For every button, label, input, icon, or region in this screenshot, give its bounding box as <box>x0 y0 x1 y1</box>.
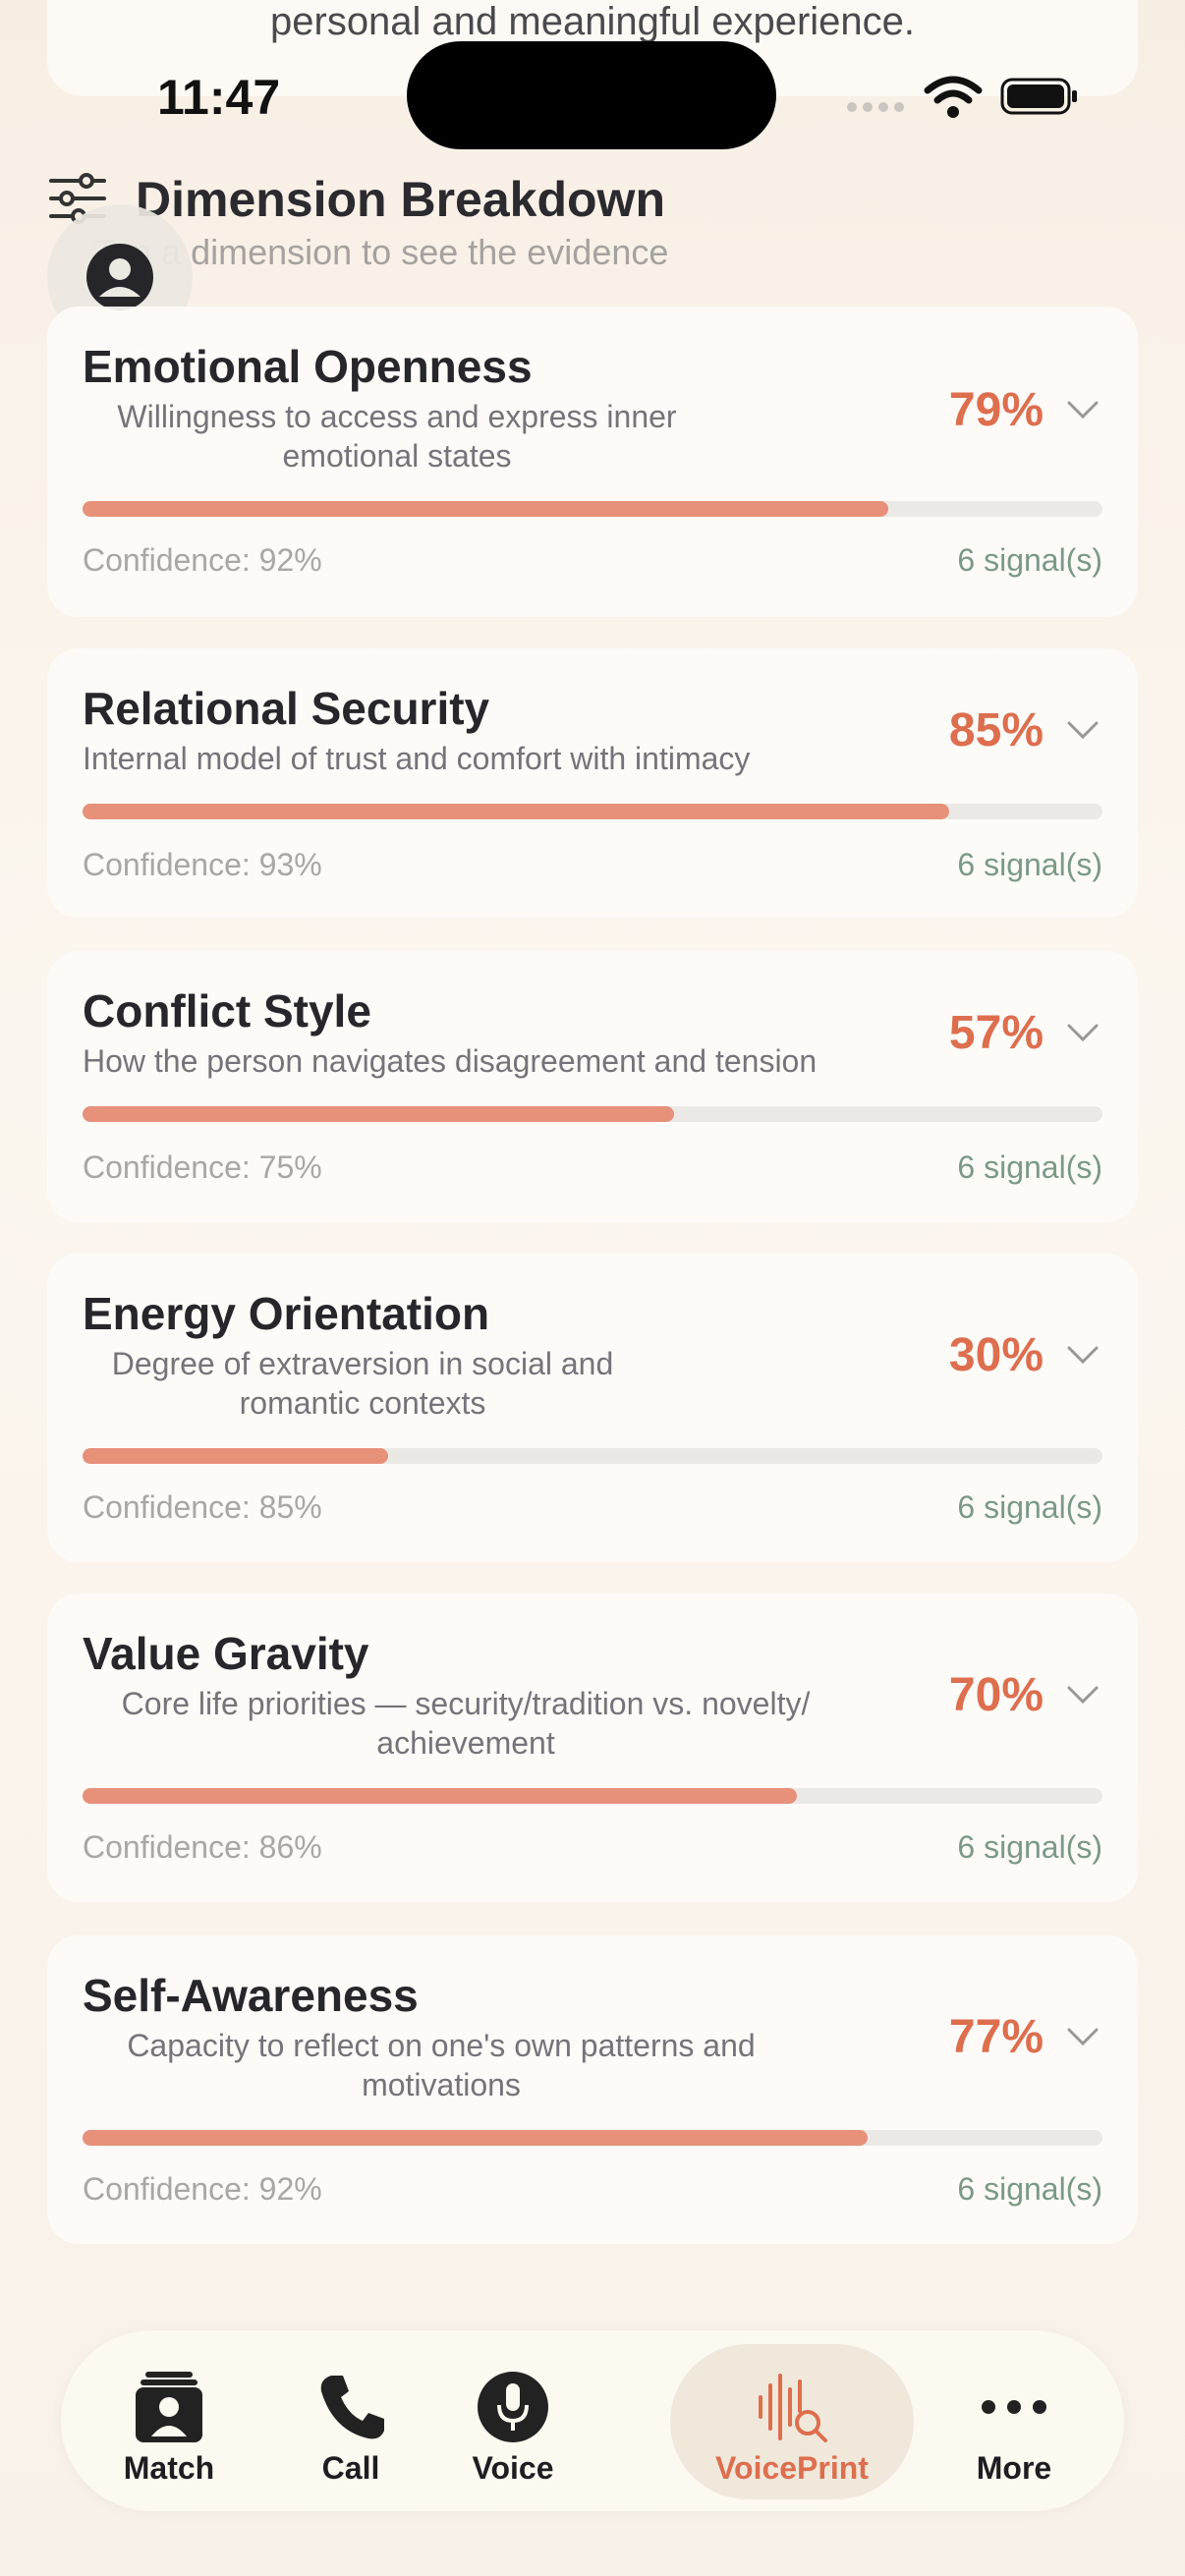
score-bar <box>83 1448 1102 1464</box>
signal-count[interactable]: 6 signal(s) <box>957 847 1102 882</box>
dimension-percent: 77% <box>948 2011 1044 2063</box>
tab-voiceprint[interactable]: VoicePrint <box>670 2330 914 2511</box>
section-header: Dimension Breakdown <box>49 167 1130 236</box>
user-avatar-icon <box>86 244 153 310</box>
score-bar-fill <box>83 1788 797 1804</box>
voiceprint-search-icon <box>759 2374 827 2442</box>
dimension-card-emotional-openness[interactable]: Emotional Openness Willingness to access… <box>47 307 1138 617</box>
dimension-title: Value Gravity <box>83 1628 369 1679</box>
score-bar <box>83 804 1102 819</box>
dimension-title: Self-Awareness <box>83 1970 419 2021</box>
score-bar-fill <box>83 2130 869 2146</box>
dimension-description: Internal model of trust and comfort with… <box>83 741 751 776</box>
dimension-title: Energy Orientation <box>83 1288 490 1339</box>
bottom-tab-bar: Match Call Voice VoicePrint <box>61 2330 1124 2511</box>
tab-label: Call <box>321 2450 380 2486</box>
status-bar: 11:47 <box>0 0 1185 196</box>
signal-count[interactable]: 6 signal(s) <box>957 542 1102 578</box>
dimension-description: Core life priorities — security/traditio… <box>121 1686 811 1761</box>
chevron-down-icon[interactable] <box>1065 1684 1100 1706</box>
score-bar-fill <box>83 1448 389 1464</box>
dimension-title: Conflict Style <box>83 985 371 1036</box>
score-bar <box>83 1788 1102 1804</box>
score-bar-fill <box>83 1106 675 1122</box>
confidence-text: Confidence: 86% <box>83 1829 322 1865</box>
score-bar-fill <box>83 501 889 517</box>
signal-count[interactable]: 6 signal(s) <box>957 1489 1102 1525</box>
score-bar <box>83 2130 1102 2146</box>
match-icon <box>136 2372 202 2442</box>
intro-text: personal and meaningful experience. <box>270 0 915 43</box>
score-bar <box>83 501 1102 517</box>
dimension-percent: 85% <box>948 704 1044 756</box>
confidence-text: Confidence: 75% <box>83 1149 322 1185</box>
confidence-text: Confidence: 92% <box>83 542 322 578</box>
dimension-card-energy-orientation[interactable]: Energy Orientation Degree of extraversio… <box>47 1254 1138 1562</box>
dimension-percent: 30% <box>948 1329 1044 1381</box>
signal-count[interactable]: 6 signal(s) <box>957 1149 1102 1185</box>
tab-voice[interactable]: Voice <box>434 2330 592 2511</box>
phone-icon <box>320 2376 384 2439</box>
dimension-card-conflict-style[interactable]: Conflict Style How the person navigates … <box>47 951 1138 1222</box>
confidence-text: Confidence: 92% <box>83 2171 322 2207</box>
tab-more[interactable]: More <box>945 2330 1083 2511</box>
chevron-down-icon[interactable] <box>1065 719 1100 741</box>
tab-match[interactable]: Match <box>81 2330 257 2511</box>
section-title: Dimension Breakdown <box>136 172 665 227</box>
dimension-card-value-gravity[interactable]: Value Gravity Core life priorities — sec… <box>47 1594 1138 1902</box>
dimension-percent: 57% <box>948 1007 1044 1059</box>
signal-count[interactable]: 6 signal(s) <box>957 1829 1102 1865</box>
cellular-signal-icon <box>847 102 904 112</box>
chevron-down-icon[interactable] <box>1065 2026 1100 2047</box>
score-bar <box>83 1106 1102 1122</box>
dimension-description: Degree of extraversion in social and rom… <box>111 1346 614 1421</box>
dimension-description: Willingness to access and express inner … <box>117 399 677 474</box>
tab-label: VoicePrint <box>715 2450 869 2486</box>
dimension-title: Emotional Openness <box>83 341 533 392</box>
microphone-icon <box>478 2372 548 2442</box>
dimension-description: How the person navigates disagreement an… <box>83 1043 818 1079</box>
confidence-text: Confidence: 93% <box>83 847 322 882</box>
score-bar-fill <box>83 804 950 819</box>
chevron-down-icon[interactable] <box>1065 399 1100 420</box>
chevron-down-icon[interactable] <box>1065 1022 1100 1043</box>
dimension-percent: 70% <box>948 1669 1044 1721</box>
tab-label: More <box>976 2450 1052 2486</box>
tab-label: Voice <box>472 2450 554 2486</box>
dynamic-island <box>407 41 776 149</box>
status-time: 11:47 <box>157 70 281 125</box>
tab-label: Match <box>123 2450 215 2486</box>
more-dots-icon <box>982 2400 1046 2414</box>
tab-call[interactable]: Call <box>277 2330 424 2511</box>
dimension-description: Capacity to reflect on one's own pattern… <box>127 2028 756 2102</box>
chevron-down-icon[interactable] <box>1065 1344 1100 1366</box>
dimension-title: Relational Security <box>83 683 490 734</box>
signal-count[interactable]: 6 signal(s) <box>957 2171 1102 2207</box>
dimension-percent: 79% <box>948 384 1044 436</box>
confidence-text: Confidence: 85% <box>83 1489 322 1525</box>
wifi-icon <box>924 76 983 118</box>
dimension-card-relational-security[interactable]: Relational Security Internal model of tr… <box>47 648 1138 918</box>
battery-icon <box>1000 78 1077 115</box>
dimension-card-self-awareness[interactable]: Self-Awareness Capacity to reflect on on… <box>47 1935 1138 2244</box>
